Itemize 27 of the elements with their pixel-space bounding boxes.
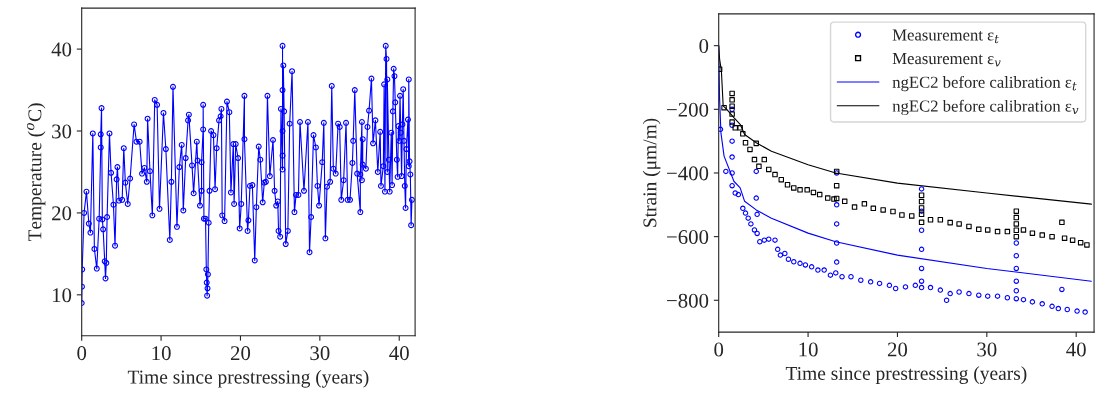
- x-tick-label: 30: [977, 342, 997, 357]
- legend-label: Measurement ε$_{t}$: [892, 29, 999, 44]
- y-axis-title: Temperature ($^{o}$C): [26, 103, 46, 242]
- y-axis-title: Strain (μm/m): [642, 118, 661, 227]
- x-axis-title: Time since prestressing (years): [785, 366, 1027, 384]
- x-tick-label: 40: [389, 346, 409, 361]
- x-tick-label: 0: [714, 342, 724, 357]
- x-tick-label: 20: [230, 346, 251, 361]
- x-tick-label: 10: [152, 346, 171, 361]
- y-tick-label: −600: [667, 230, 709, 245]
- x-tick-label: 20: [887, 342, 908, 357]
- y-tick-label: 40: [51, 42, 72, 57]
- legend-label: Measurement ε$_{v}$: [892, 53, 1001, 67]
- x-tick-label: 40: [1066, 342, 1086, 357]
- y-tick-label: 30: [52, 124, 72, 139]
- x-tick-label: 0: [77, 346, 87, 361]
- y-tick-label: −200: [667, 102, 709, 117]
- y-tick-label: 20: [52, 206, 72, 221]
- x-tick-label: 10: [799, 342, 818, 357]
- x-tick-label: 30: [310, 346, 330, 361]
- y-tick-label: −400: [667, 166, 709, 181]
- legend-label: ngEC2 before calibration ε$_{v}$: [892, 99, 1079, 116]
- x-axis-title: Time since prestressing (years): [127, 369, 369, 388]
- legend-label: ngEC2 before calibration ε$_{t}$: [892, 75, 1077, 92]
- y-tick-label: 0: [699, 39, 709, 54]
- y-tick-label: 10: [52, 288, 72, 303]
- y-tick-label: −800: [667, 293, 709, 308]
